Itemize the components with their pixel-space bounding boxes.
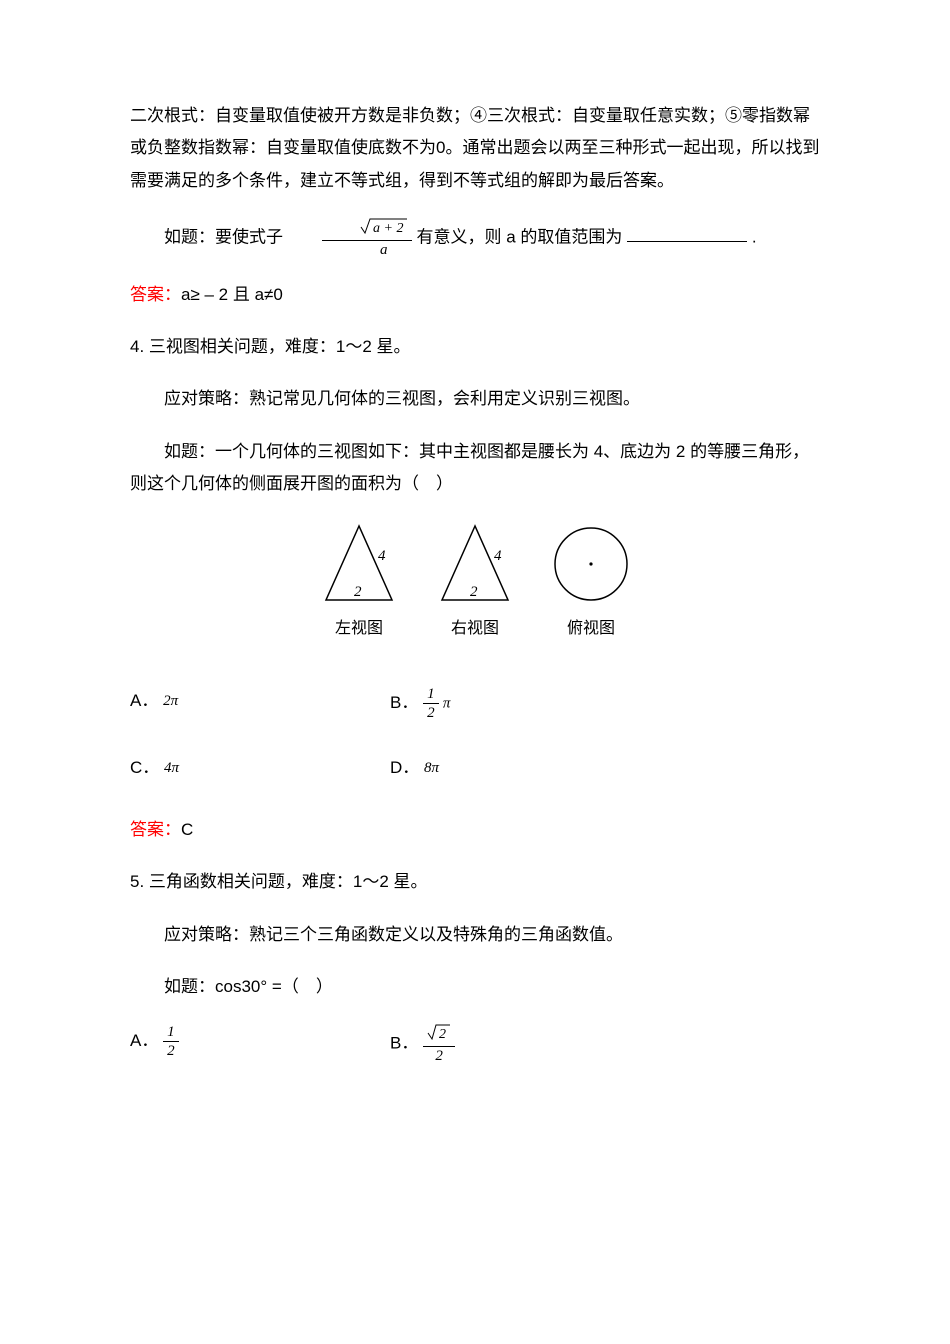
left-edge-label: 4 [378, 548, 386, 564]
sqrt-a-plus-2-icon: a + 2 [360, 217, 408, 235]
top-view: 俯视图 [548, 520, 634, 644]
q3-prefix: 如题：要使式子 [164, 227, 288, 246]
question-3-stem: 如题：要使式子 a + 2 a 有意义，则 a 的取值范围为 . [130, 217, 820, 259]
q5-b-letter: B． [390, 1034, 418, 1053]
left-view-label: 左视图 [335, 614, 383, 644]
right-edge-label: 4 [494, 548, 502, 564]
section-5-strategy: 应对策略：熟记三个三角函数定义以及特殊角的三角函数值。 [130, 919, 820, 951]
q5-a-num: 1 [163, 1023, 179, 1042]
q3-end: . [752, 227, 757, 246]
q4-c-letter: C． [130, 758, 159, 777]
question-4-stem: 如题：一个几何体的三视图如下：其中主视图都是腰长为 4、底边为 2 的等腰三角形… [130, 436, 820, 501]
q5-b-num: 2 [423, 1023, 455, 1047]
q5-b-value: 2 2 [423, 1023, 455, 1065]
right-view-label: 右视图 [451, 614, 499, 644]
section-4-title: 4. 三视图相关问题，难度：1～2 星。 [130, 331, 820, 363]
s5-strategy-text: 应对策略：熟记三个三角函数定义以及特殊角的三角函数值。 [164, 925, 623, 944]
fill-blank-line [627, 241, 747, 242]
q3-denominator: a [322, 241, 412, 259]
q4-a-letter: A． [130, 691, 158, 710]
q4-option-c: C． 4π [130, 752, 390, 784]
q3-fraction: a + 2 a [322, 217, 412, 259]
q4-option-d: D． 8π [390, 752, 650, 784]
q3-suffix: 有意义，则 a 的取值范围为 [416, 227, 622, 246]
section-5-title: 5. 三角函数相关问题，难度：1～2 星。 [130, 866, 820, 898]
answer-label-4: 答案： [130, 820, 181, 839]
q5-a-den: 2 [163, 1042, 179, 1060]
left-view: 4 2 左视图 [316, 520, 402, 644]
q4-option-b: B． 1 2 π [390, 685, 650, 722]
right-triangle-icon: 4 2 [432, 520, 518, 610]
right-base-label: 2 [470, 584, 478, 600]
s5-title-text: 5. 三角函数相关问题，难度：1～2 星。 [130, 872, 428, 891]
q5-b-fraction: 2 2 [423, 1023, 455, 1065]
answer-4: 答案：C [130, 814, 820, 846]
q4-c-value: 4π [164, 754, 179, 783]
section-4-strategy: 应对策略：熟记常见几何体的三视图，会利用定义识别三视图。 [130, 383, 820, 415]
question-5-stem: 如题：cos30° =（ ） [130, 971, 820, 1003]
q4-option-a: A． 2π [130, 685, 390, 722]
q3-numerator: a + 2 [322, 217, 412, 241]
answer-3-text: a≥ – 2 且 a≠0 [181, 285, 283, 304]
q4-options-row-2: C． 4π D． 8π [130, 752, 820, 784]
q4-b-fraction: 1 2 [423, 685, 439, 722]
answer-4-text: C [181, 820, 193, 839]
q5-a-value: 1 2 [163, 1023, 179, 1060]
q4-stem-text: 如题：一个几何体的三视图如下：其中主视图都是腰长为 4、底边为 2 的等腰三角形… [130, 442, 809, 493]
q4-b-letter: B． [390, 693, 418, 712]
left-base-label: 2 [354, 584, 362, 600]
document-page: 二次根式：自变量取值使被开方数是非负数；④三次根式：自变量取任意实数；⑤零指数幂… [0, 0, 950, 1344]
q5-options-row-1: A． 1 2 B． 2 2 [130, 1023, 820, 1065]
right-view: 4 2 右视图 [432, 520, 518, 644]
top-circle-icon [548, 520, 634, 610]
q5-stem-text: 如题：cos30° =（ ） [164, 977, 333, 996]
top-view-label: 俯视图 [567, 614, 615, 644]
q4-d-value: 8π [424, 754, 439, 783]
answer-label: 答案： [130, 285, 181, 304]
three-views-figure: 4 2 左视图 4 2 右视图 俯视图 [130, 520, 820, 644]
q4-b-value: 1 2 π [423, 685, 450, 722]
q3-expression: a + 2 a [288, 217, 412, 259]
s4-strategy-text: 应对策略：熟记常见几何体的三视图，会利用定义识别三视图。 [164, 389, 640, 408]
q5-a-fraction: 1 2 [163, 1023, 179, 1060]
q5-b-den: 2 [423, 1047, 455, 1065]
q4-options-row-1: A． 2π B． 1 2 π [130, 685, 820, 722]
svg-text:2: 2 [439, 1027, 446, 1041]
q5-a-letter: A． [130, 1031, 158, 1050]
three-views-row: 4 2 左视图 4 2 右视图 俯视图 [316, 520, 634, 644]
q4-b-den: 2 [423, 704, 439, 722]
sqrt-2-icon: 2 [427, 1023, 451, 1041]
svg-text:a + 2: a + 2 [373, 221, 403, 235]
paragraph-intro: 二次根式：自变量取值使被开方数是非负数；④三次根式：自变量取任意实数；⑤零指数幂… [130, 100, 820, 197]
answer-3: 答案：a≥ – 2 且 a≠0 [130, 279, 820, 311]
s4-title-text: 4. 三视图相关问题，难度：1～2 星。 [130, 337, 411, 356]
q4-d-letter: D． [390, 758, 419, 777]
intro-text: 二次根式：自变量取值使被开方数是非负数；④三次根式：自变量取任意实数；⑤零指数幂… [130, 106, 819, 190]
q5-option-a: A． 1 2 [130, 1023, 390, 1065]
q4-b-num: 1 [423, 685, 439, 704]
q4-b-pi: π [443, 695, 451, 711]
q4-a-value: 2π [163, 687, 178, 716]
left-triangle-icon: 4 2 [316, 520, 402, 610]
q5-option-b: B． 2 2 [390, 1023, 650, 1065]
